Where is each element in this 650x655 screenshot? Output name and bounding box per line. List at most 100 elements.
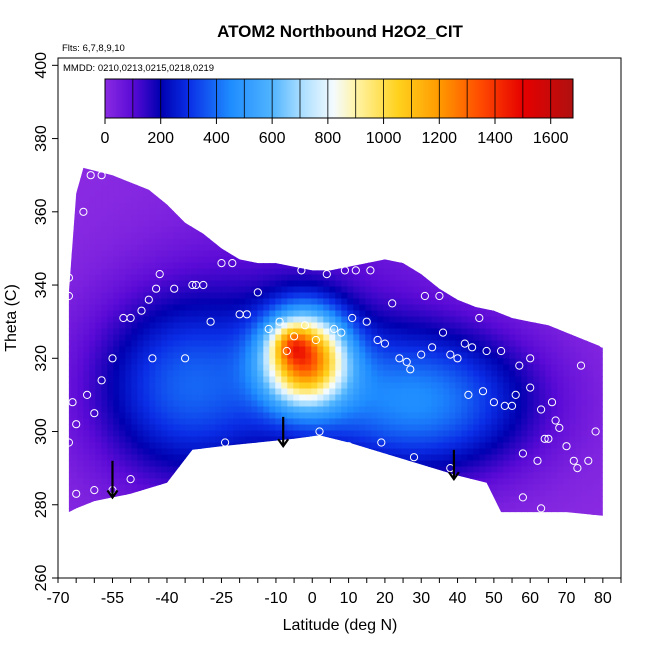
- y-tick-label: 360: [33, 198, 50, 225]
- sample-point: [537, 405, 546, 414]
- sample-point: [453, 354, 462, 363]
- y-tick-label: 320: [33, 345, 50, 372]
- sample-point: [511, 390, 520, 399]
- sample-point: [126, 475, 135, 484]
- sample-point: [489, 398, 498, 407]
- sample-point: [86, 171, 95, 180]
- sample-point: [188, 280, 197, 290]
- sample-point: [409, 453, 419, 462]
- sample-point: [108, 354, 117, 363]
- sample-point: [576, 361, 586, 370]
- sample-point: [155, 270, 164, 279]
- sample-point: [555, 423, 564, 432]
- sample-point: [551, 416, 560, 425]
- x-axis-label: Latitude (deg N): [283, 617, 398, 634]
- y-axis: 260 280 300 320 340 360 380 400: [33, 52, 58, 591]
- x-tick-label: 60: [521, 590, 539, 607]
- sample-point: [377, 438, 386, 447]
- sample-point: [507, 401, 517, 410]
- sample-point: [148, 354, 157, 363]
- x-tick-label: 50: [485, 590, 503, 607]
- sample-point: [97, 171, 106, 180]
- sample-point: [373, 335, 382, 345]
- sample-point: [518, 493, 528, 502]
- colorbar-tick-label: 1400: [477, 130, 513, 147]
- x-tick-label: 10: [340, 590, 358, 607]
- colorbar-gradient: [104, 78, 574, 119]
- x-tick-label: -25: [210, 590, 233, 607]
- sample-point: [417, 350, 426, 359]
- sample-point: [68, 398, 77, 407]
- sample-point: [562, 442, 571, 451]
- sample-point: [515, 361, 524, 370]
- sample-point: [460, 339, 469, 348]
- sample-point: [537, 504, 546, 513]
- sample-point: [402, 357, 411, 366]
- chart-title: ATOM2 Northbound H2O2_CIT: [217, 22, 463, 41]
- x-tick-label: 0: [308, 590, 317, 607]
- sample-point: [181, 354, 190, 363]
- sample-point: [406, 365, 415, 374]
- colorbar-tick-label: 1000: [366, 130, 402, 147]
- colorbar-tick-label: 0: [101, 130, 110, 147]
- sample-point: [206, 317, 215, 326]
- plot-frame: [57, 57, 622, 579]
- sample-point: [217, 259, 226, 268]
- sample-point: [72, 489, 81, 498]
- x-tick-label: -70: [46, 590, 69, 607]
- sample-point: [366, 266, 375, 275]
- sample-point: [199, 280, 208, 290]
- sample-point: [380, 339, 389, 348]
- colorbar-tick-label: 400: [203, 130, 230, 147]
- sample-point: [518, 449, 528, 458]
- sample-point: [64, 291, 74, 301]
- colorbar-tick-label: 600: [259, 130, 286, 147]
- colorbar-tick-label: 800: [315, 130, 342, 147]
- sample-point: [468, 343, 477, 352]
- sample-point: [170, 284, 179, 293]
- sample-point: [533, 456, 542, 465]
- sample-point: [435, 291, 444, 301]
- tropopause-arrow: [106, 460, 119, 500]
- sample-point: [152, 284, 161, 293]
- sample-point: [547, 398, 557, 407]
- contour-field: [68, 167, 603, 516]
- sample-point: [253, 288, 262, 297]
- x-axis: -70 -55 -40 -25 -10 0 10 20 30 40 50 60 70 80: [46, 578, 622, 607]
- sample-point: [428, 343, 437, 352]
- sample-point: [144, 295, 153, 304]
- sample-point: [584, 456, 593, 465]
- sample-point: [526, 354, 535, 363]
- y-tick-label: 380: [33, 125, 50, 152]
- sample-point: [497, 346, 506, 356]
- sample-point: [126, 313, 135, 323]
- sample-point: [97, 376, 106, 385]
- sample-point: [90, 486, 99, 495]
- sample-point: [420, 291, 429, 301]
- sample-point: [79, 207, 88, 216]
- x-tick-label: 70: [558, 590, 576, 607]
- sample-point: [322, 270, 331, 279]
- sample-point: [228, 259, 237, 268]
- y-tick-label: 280: [33, 491, 50, 518]
- sample-point: [337, 328, 346, 337]
- x-tick-label: 80: [594, 590, 612, 607]
- sample-point: [348, 313, 357, 323]
- sample-point: [64, 438, 74, 447]
- x-tick-label: -55: [101, 590, 124, 607]
- sample-point: [242, 310, 251, 319]
- x-tick-label: -10: [264, 590, 287, 607]
- colorbar: 0 200 400 600 800 1000 1200 1400 1600: [101, 78, 574, 147]
- colorbar-tick-label: 200: [147, 130, 174, 147]
- sample-point: [438, 328, 448, 337]
- sample-point: [591, 427, 600, 436]
- sample-point: [290, 332, 299, 341]
- sample-point: [137, 306, 146, 315]
- y-tick-label: 340: [33, 272, 50, 299]
- plot-area: [64, 167, 607, 516]
- sample-point: [540, 434, 549, 443]
- sample-point: [311, 335, 320, 345]
- tropopause-arrows: [106, 416, 460, 500]
